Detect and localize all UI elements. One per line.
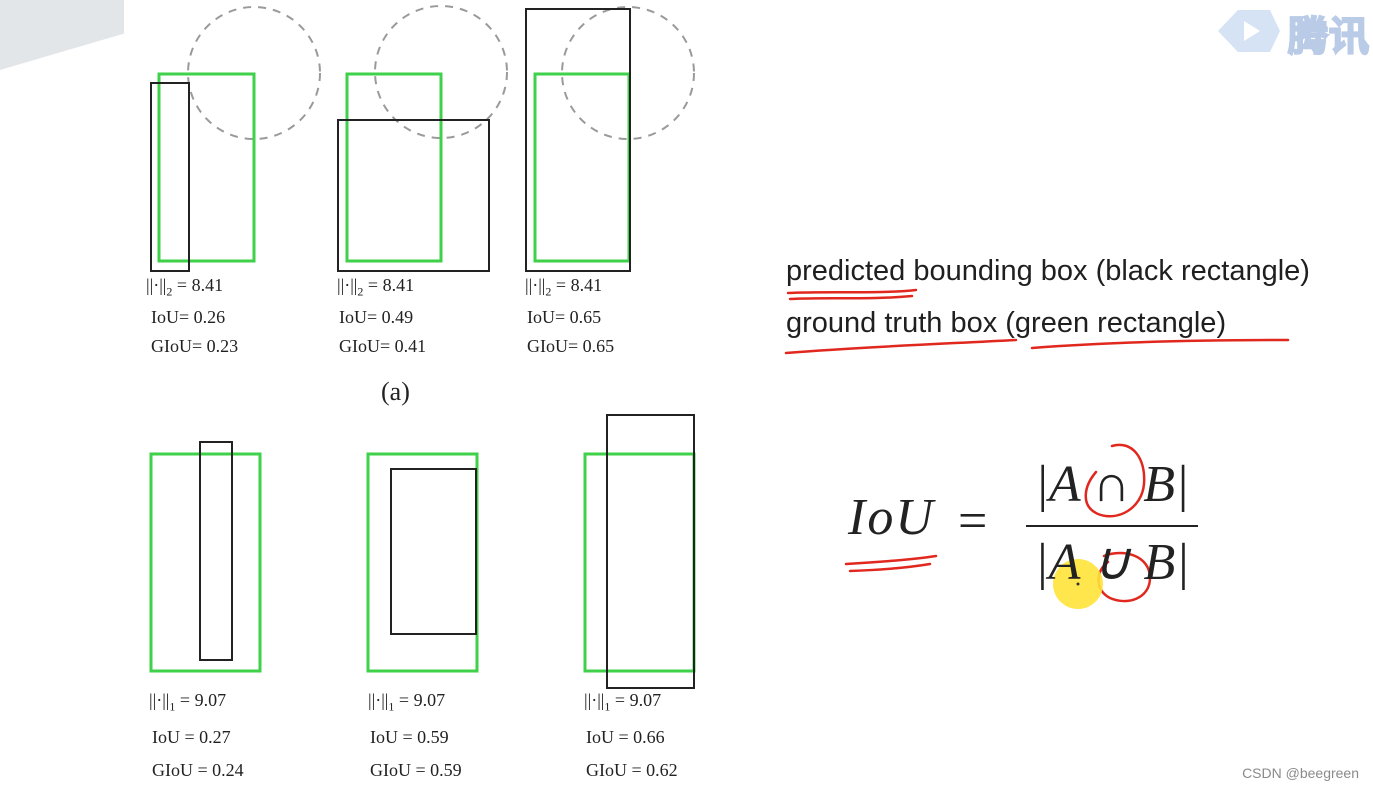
dashed-circle bbox=[187, 6, 321, 140]
ground-truth-box bbox=[533, 72, 631, 263]
underline-ground-truth bbox=[784, 338, 1290, 355]
predicted-box bbox=[390, 468, 477, 635]
giou-label-b3: GIoU = 0.62 bbox=[586, 760, 678, 780]
iou-label-a2: IoU= 0.49 bbox=[339, 307, 414, 327]
fraction-bar bbox=[1026, 525, 1198, 527]
iou-label-a3: IoU= 0.65 bbox=[527, 307, 602, 327]
norm-label-b1: ||·||1 = 9.07 bbox=[149, 690, 227, 714]
formula-numerator: |A ∩ B| bbox=[1034, 456, 1190, 513]
dashed-circle bbox=[561, 6, 695, 140]
norm-label-a1: ||·||2 = 8.41 bbox=[146, 275, 224, 299]
ground-truth-box bbox=[345, 72, 443, 263]
giou-label-a3: GIoU= 0.65 bbox=[527, 336, 615, 356]
norm-label-b2: ||·||1 = 9.07 bbox=[368, 690, 446, 714]
giou-label-b1: GIoU = 0.24 bbox=[152, 760, 244, 780]
predicted-box bbox=[606, 414, 695, 689]
giou-label-a1: GIoU= 0.23 bbox=[151, 336, 239, 356]
circle-intersection bbox=[1084, 443, 1146, 518]
panel-a-caption: (a) bbox=[381, 377, 410, 406]
legend-ground-truth: ground truth box (green rectangle) bbox=[786, 307, 1227, 339]
formula-denominator: |A ∪ B| bbox=[1034, 534, 1190, 591]
dashed-circle bbox=[374, 5, 508, 139]
formula-equals: = bbox=[958, 493, 988, 550]
underline-predicted bbox=[786, 288, 918, 301]
giou-label-a2: GIoU= 0.41 bbox=[339, 336, 427, 356]
iou-label-b2: IoU = 0.59 bbox=[370, 727, 449, 747]
norm-label-b3: ||·||1 = 9.07 bbox=[584, 690, 662, 714]
ground-truth-box bbox=[583, 452, 696, 673]
norm-label-a3: ||·||2 = 8.41 bbox=[525, 275, 603, 299]
underline-iou bbox=[844, 554, 938, 573]
predicted-box bbox=[525, 8, 631, 272]
predicted-box bbox=[337, 119, 490, 272]
iou-label-a1: IoU= 0.26 bbox=[151, 307, 226, 327]
pointer-dot bbox=[1076, 582, 1080, 586]
legend-predicted: predicted bounding box (black rectangle) bbox=[786, 255, 1310, 287]
ground-truth-box bbox=[157, 72, 256, 263]
formula-lhs: IoU bbox=[848, 489, 935, 546]
ground-truth-box bbox=[149, 452, 262, 673]
predicted-box bbox=[199, 441, 233, 661]
iou-label-b1: IoU = 0.27 bbox=[152, 727, 231, 747]
credit-text: CSDN @beegreen bbox=[1242, 765, 1359, 781]
predicted-box bbox=[150, 82, 190, 272]
norm-label-a2: ||·||2 = 8.41 bbox=[337, 275, 415, 299]
giou-label-b2: GIoU = 0.59 bbox=[370, 760, 462, 780]
ground-truth-box bbox=[366, 452, 479, 673]
watermark-text: 腾讯 bbox=[1287, 13, 1370, 61]
iou-label-b3: IoU = 0.66 bbox=[586, 727, 665, 747]
play-logo-icon bbox=[1218, 10, 1280, 52]
